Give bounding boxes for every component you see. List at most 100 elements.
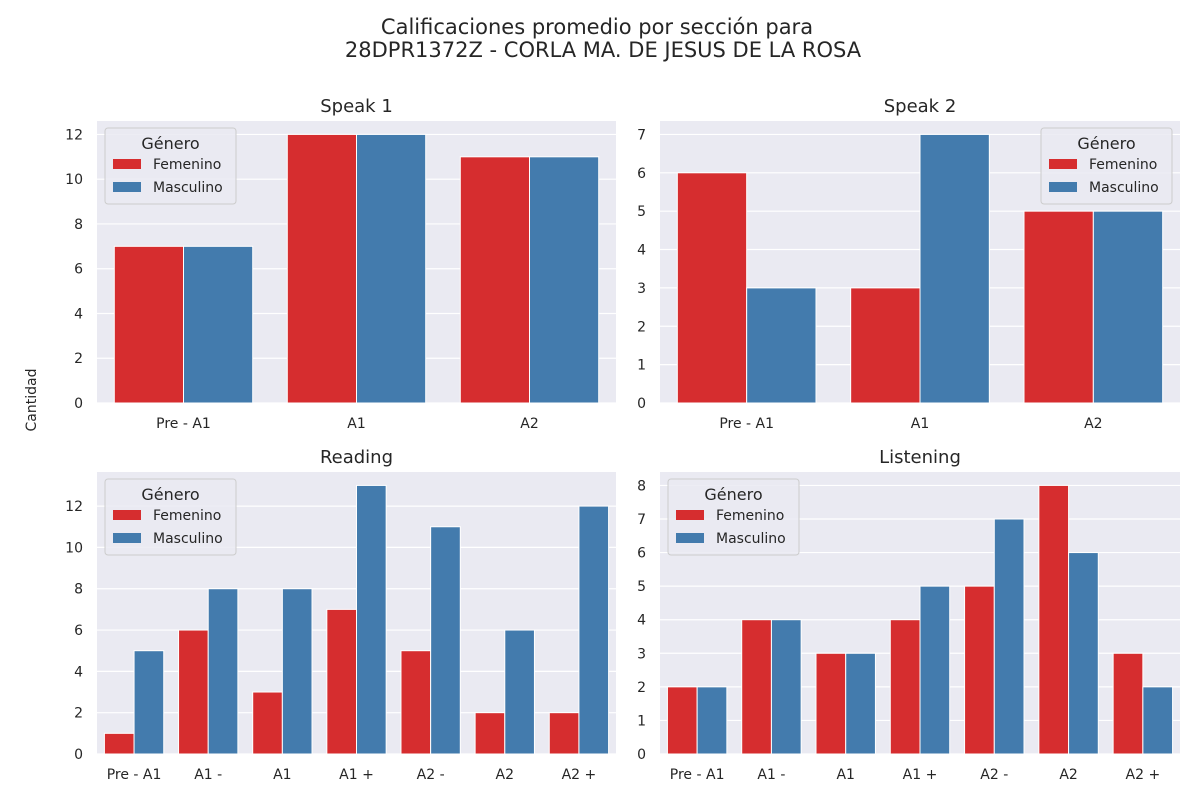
bar-speak-2-masculino-a1 [919, 133, 990, 404]
x-tick-label: A1 - [194, 767, 222, 783]
x-tick-label: A1 [347, 416, 365, 432]
x-tick-label: A2 [520, 416, 538, 432]
bar-speak-1-masculino-a1 [356, 133, 427, 404]
legend-swatch-femenino [676, 510, 704, 520]
y-tick-label: 12 [65, 127, 83, 143]
bar-reading-masculino-a2 [504, 629, 535, 755]
panel-title: Listening [879, 447, 961, 468]
x-tick-label: A2 + [1126, 767, 1161, 783]
legend-label-masculino: Masculino [716, 531, 786, 547]
x-tick-label: A1 [911, 416, 929, 432]
y-tick-label: 3 [637, 281, 646, 297]
bar-listening-femenino-a1 [815, 652, 847, 755]
y-tick-label: 0 [637, 747, 646, 763]
x-tick-label: A2 [496, 767, 514, 783]
bar-speak-2-femenino-pre-a1 [676, 172, 748, 404]
y-tick-label: 12 [65, 499, 83, 515]
y-tick-label: 2 [74, 706, 83, 722]
x-tick-label: A1 [273, 767, 291, 783]
panel-title: Reading [320, 447, 393, 468]
y-axis-label: Cantidad [24, 369, 40, 432]
bar-listening-masculino-pre-a1 [696, 686, 728, 755]
x-tick-label: A2 - [417, 767, 445, 783]
bar-speak-2-femenino-a2 [1023, 210, 1094, 404]
legend-title: Género [141, 485, 199, 504]
y-tick-label: 6 [74, 262, 83, 278]
bar-speak-1-femenino-a2 [459, 156, 530, 404]
x-tick-label: A2 [1059, 767, 1077, 783]
bar-reading-femenino-a1-plus [326, 608, 358, 755]
legend-swatch-femenino [1049, 159, 1077, 169]
legend-speak-1: Género Femenino Masculino [104, 127, 237, 205]
bar-reading-masculino-a1-plus [356, 484, 387, 755]
legend-swatch-masculino [1049, 182, 1077, 192]
x-tick-label: A2 - [980, 767, 1008, 783]
legend-title: Género [704, 485, 762, 504]
bar-listening-femenino-a1 [741, 619, 772, 755]
bar-reading-femenino-a1 [252, 691, 283, 755]
y-tick-label: 4 [637, 243, 646, 259]
figure-title-line2: 28DPR1372Z - CORLA MA. DE JESUS DE LA RO… [345, 38, 862, 62]
y-tick-label: 2 [637, 319, 646, 335]
y-tick-label: 4 [74, 664, 83, 680]
legend-label-femenino: Femenino [716, 508, 784, 524]
bar-listening-femenino-a2 [1038, 484, 1070, 755]
y-tick-label: 6 [637, 166, 646, 182]
x-tick-label: A1 - [757, 767, 785, 783]
y-tick-label: 4 [637, 613, 646, 629]
panel-title: Speak 2 [884, 96, 957, 117]
bar-reading-masculino-a1 [207, 588, 239, 755]
legend-reading: Género Femenino Masculino [104, 478, 237, 556]
bar-speak-2-femenino-a1 [850, 287, 921, 404]
x-tick-label: A2 [1084, 416, 1102, 432]
y-tick-label: 8 [74, 217, 83, 233]
legend-swatch-masculino [113, 182, 141, 192]
y-tick-label: 7 [637, 512, 646, 528]
bar-speak-1-femenino-pre-a1 [113, 245, 184, 404]
bar-reading-femenino-a2 [400, 650, 432, 755]
x-tick-label: A1 + [339, 767, 374, 783]
legend-label-femenino: Femenino [1089, 157, 1157, 173]
bar-listening-femenino-pre-a1 [666, 686, 698, 755]
panel-listening: 0 1 2 3 4 5 6 7 8 Pre - A1 A1 - A1 A1 + A2 - A2 A2 + Lis… [637, 447, 1180, 783]
bar-reading-femenino-pre-a1 [103, 732, 135, 755]
y-tick-label: 4 [74, 306, 83, 322]
x-tick-label: Pre - A1 [156, 416, 211, 432]
bar-speak-1-femenino-a1 [286, 133, 357, 404]
y-tick-label: 10 [65, 540, 83, 556]
bar-reading-femenino-a1 [178, 629, 209, 755]
bar-listening-femenino-a1-plus [889, 619, 921, 755]
bar-reading-masculino-a1 [281, 588, 313, 755]
panel-speak-1: 0 2 4 6 8 10 12 Pre - A1 A1 A2 Speak 1 Género Femeni… [65, 96, 616, 432]
y-tick-label: 0 [637, 396, 646, 412]
x-tick-label: Pre - A1 [670, 767, 725, 783]
y-tick-label: 6 [74, 623, 83, 639]
bar-speak-2-masculino-a2 [1092, 210, 1164, 404]
y-tick-label: 7 [637, 127, 646, 143]
legend-swatch-femenino [113, 510, 141, 520]
y-tick-label: 10 [65, 172, 83, 188]
bar-reading-masculino-pre-a1 [133, 650, 165, 755]
legend-label-masculino: Masculino [153, 531, 223, 547]
y-tick-label: 5 [637, 204, 646, 220]
bar-reading-femenino-a2 [474, 712, 506, 755]
panel-reading: 0 2 4 6 8 10 12 Pre - A1 A1 - A1 A1 + A2 - A2 A2 + Rea… [65, 447, 616, 783]
bar-listening-femenino-a2-plus [1112, 652, 1144, 755]
legend-swatch-femenino [113, 159, 141, 169]
y-tick-label: 3 [637, 646, 646, 662]
legend-title: Género [1077, 134, 1135, 153]
y-tick-label: 8 [637, 478, 646, 494]
panel-speak-2: 0 1 2 3 4 5 6 7 Pre - A1 A1 A2 Speak 2 Género Femenin… [637, 96, 1180, 432]
x-tick-label: Pre - A1 [107, 767, 162, 783]
y-tick-label: 0 [74, 747, 83, 763]
legend-swatch-masculino [676, 533, 704, 543]
x-tick-label: A1 [836, 767, 854, 783]
bar-speak-2-masculino-pre-a1 [746, 287, 817, 404]
bar-listening-femenino-a2 [964, 585, 995, 755]
y-tick-label: 2 [74, 351, 83, 367]
bar-listening-masculino-a2-plus [1142, 686, 1174, 755]
legend-speak-2: Género Femenino Masculino [1040, 127, 1173, 205]
y-tick-label: 8 [74, 582, 83, 598]
